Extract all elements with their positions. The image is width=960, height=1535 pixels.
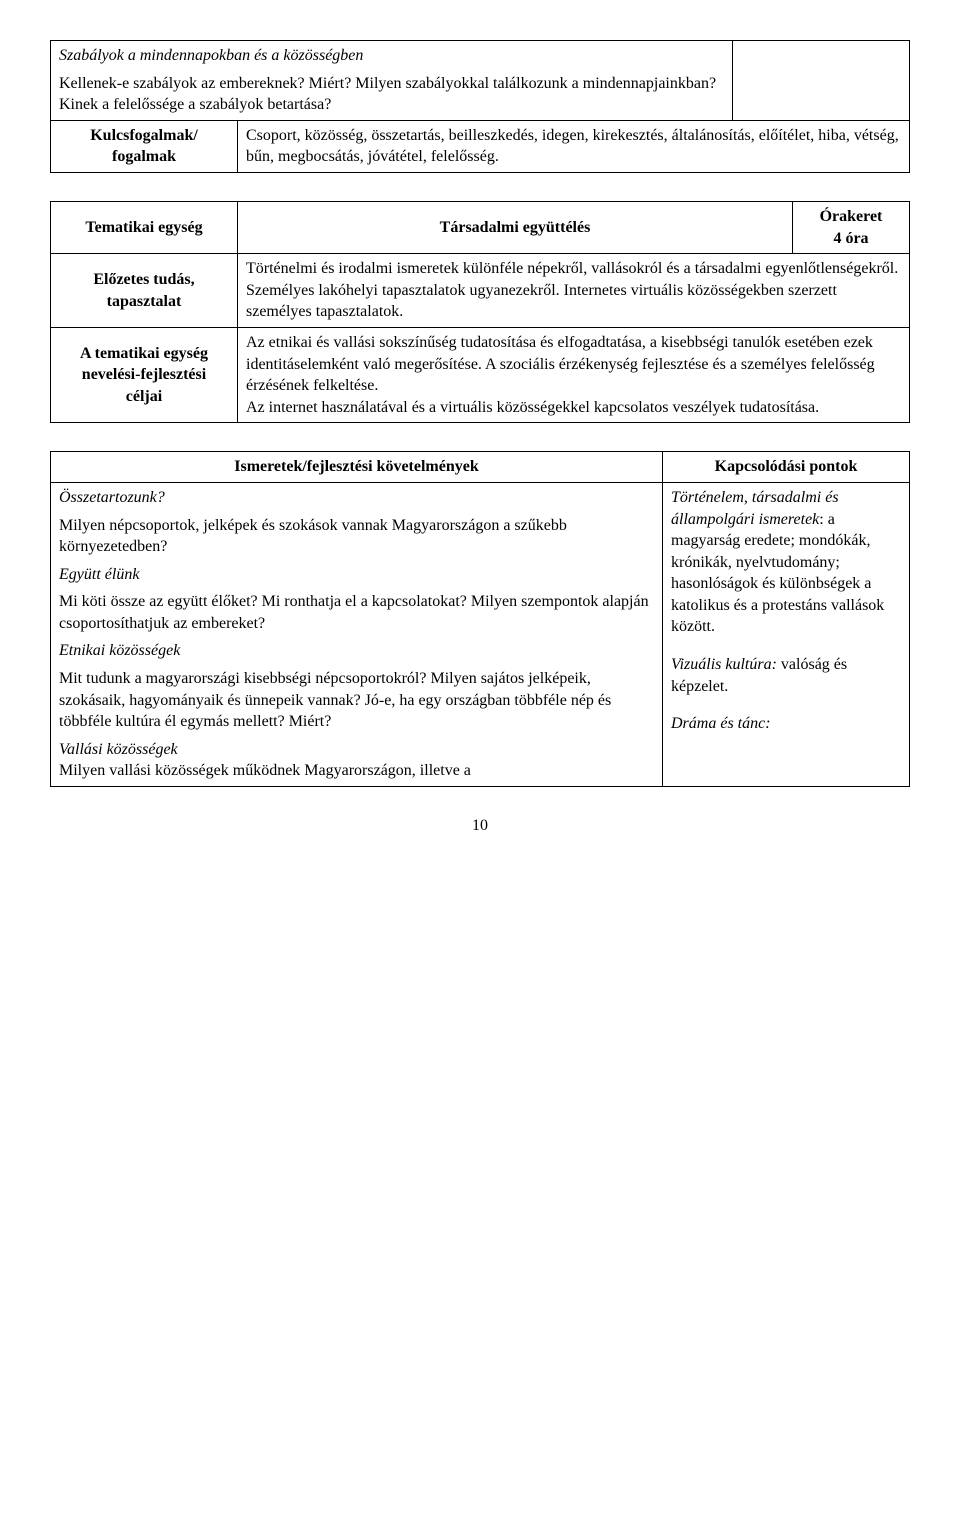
time-frame-top: Órakeret <box>820 208 883 225</box>
connections-header: Kapcsolódási pontok <box>663 452 910 483</box>
goals-l1: A tematikai egység <box>80 345 208 362</box>
prior-knowledge-label: Előzetes tudás, tapasztalat <box>51 254 238 328</box>
goals-p2: Az internet használatával és a virtuális… <box>246 399 819 416</box>
key-concepts-label-top: Kulcsfogalmak/ <box>90 127 198 144</box>
thematic-table: Tematikai egység Társadalmi együttélés Ó… <box>50 201 910 423</box>
goals-p1: Az etnikai és vallási sokszínűség tudato… <box>246 334 875 394</box>
rules-body: Kellenek-e szabályok az embereknek? Miér… <box>59 75 716 114</box>
conn-p3: Dráma és tánc: <box>671 713 901 735</box>
connections-body: Történelem, társadalmi és állampolgári i… <box>663 482 910 786</box>
goals-l2: nevelési-fejlesztési <box>82 366 206 383</box>
thematic-unit-label: Tematikai egység <box>51 201 238 253</box>
req-p1: Milyen népcsoportok, jelképek és szokáso… <box>59 515 654 558</box>
req-h4: Vallási közösségek <box>59 739 654 761</box>
conn-p1-italic: Történelem, társadalmi és állampolgári i… <box>671 489 839 528</box>
requirements-header: Ismeretek/fejlesztési követelmények <box>51 452 663 483</box>
time-frame: Órakeret 4 óra <box>793 201 910 253</box>
prior-knowledge-l2: tapasztalat <box>107 293 182 310</box>
req-h2: Együtt élünk <box>59 564 654 586</box>
goals-text: Az etnikai és vallási sokszínűség tudato… <box>238 327 910 422</box>
rules-table: Szabályok a mindennapokban és a közösség… <box>50 40 910 173</box>
rules-empty-cell <box>733 41 910 121</box>
conn-p1: Történelem, társadalmi és állampolgári i… <box>671 487 901 638</box>
req-p3: Mit tudunk a magyarországi kisebbségi né… <box>59 668 654 733</box>
conn-p2-italic: Vizuális kultúra: <box>671 656 777 673</box>
key-concepts-label: Kulcsfogalmak/ fogalmak <box>51 120 238 172</box>
goals-label: A tematikai egység nevelési-fejlesztési … <box>51 327 238 422</box>
goals-l3: céljai <box>126 388 162 405</box>
key-concepts-label-bottom: fogalmak <box>112 148 176 165</box>
req-h3: Etnikai közösségek <box>59 640 654 662</box>
requirements-body: Összetartozunk? Milyen népcsoportok, jel… <box>51 482 663 786</box>
req-p2: Mi köti össze az együtt élőket? Mi ronth… <box>59 591 654 634</box>
rules-title: Szabályok a mindennapokban és a közösség… <box>59 45 724 67</box>
prior-knowledge-l1: Előzetes tudás, <box>93 271 194 288</box>
prior-knowledge-text: Történelmi és irodalmi ismeretek különfé… <box>238 254 910 328</box>
conn-p1-rest: : a magyarság eredete; mondókák, króniká… <box>671 511 884 636</box>
req-p4: Milyen vallási közösségek működnek Magya… <box>59 762 471 779</box>
page-number: 10 <box>50 817 910 835</box>
rules-intro-cell: Szabályok a mindennapokban és a közösség… <box>51 41 733 121</box>
thematic-unit-title: Társadalmi együttélés <box>238 201 793 253</box>
key-concepts-text: Csoport, közösség, összetartás, beillesz… <box>238 120 910 172</box>
conn-p2: Vizuális kultúra: valóság és képzelet. <box>671 654 901 697</box>
time-frame-bottom: 4 óra <box>833 230 868 247</box>
requirements-table: Ismeretek/fejlesztési követelmények Kapc… <box>50 451 910 787</box>
req-q1: Összetartozunk? <box>59 487 654 509</box>
